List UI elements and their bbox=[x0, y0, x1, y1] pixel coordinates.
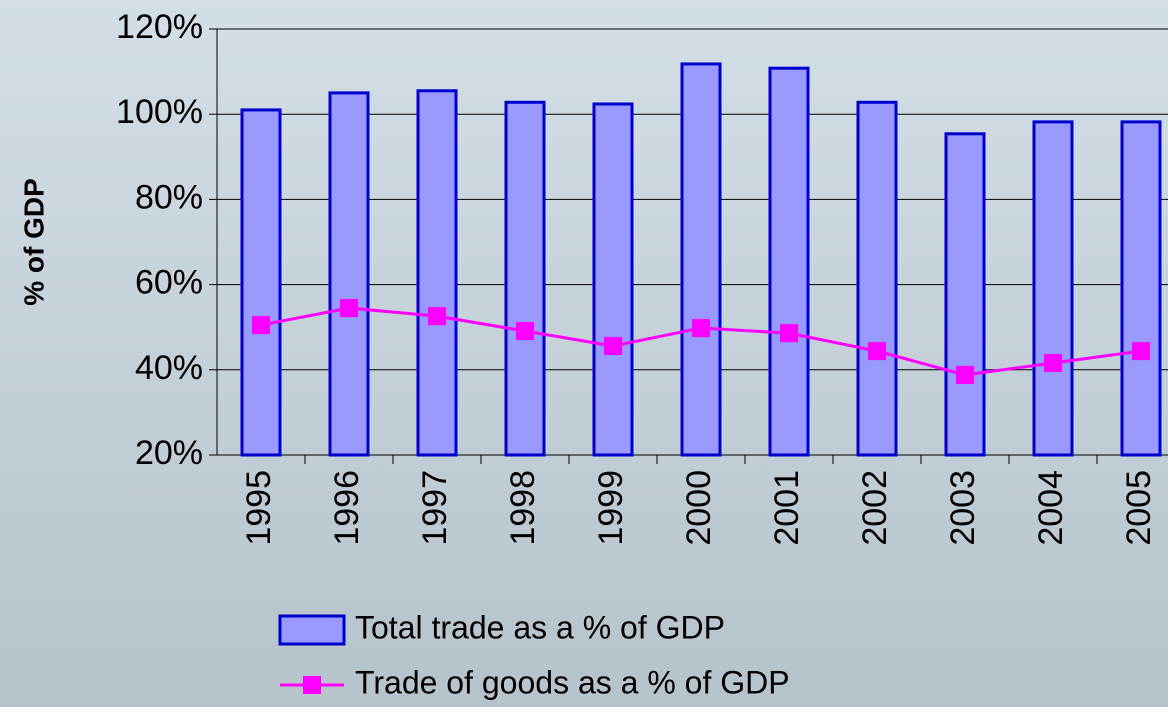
x-tick-label: 2000 bbox=[680, 470, 718, 546]
legend-label: Total trade as a % of GDP bbox=[355, 609, 725, 645]
x-tick-label: 1999 bbox=[592, 470, 630, 546]
y-tick-label: 60% bbox=[135, 264, 203, 302]
bar bbox=[240, 108, 282, 457]
marker bbox=[868, 342, 886, 361]
x-tick-label: 1995 bbox=[240, 470, 278, 546]
marker bbox=[516, 322, 534, 341]
y-tick-label: 80% bbox=[135, 178, 203, 216]
x-tick-label: 2002 bbox=[856, 470, 894, 546]
y-tick-label: 100% bbox=[116, 93, 203, 131]
marker bbox=[956, 365, 974, 384]
x-tick-label: 1998 bbox=[504, 470, 542, 546]
x-tick-label: 2003 bbox=[944, 470, 982, 546]
bar bbox=[680, 62, 722, 457]
legend-label: Trade of goods as a % of GDP bbox=[355, 664, 790, 700]
x-tick-label: 2004 bbox=[1032, 470, 1070, 546]
bar bbox=[768, 66, 810, 457]
x-tick-label: 1997 bbox=[416, 470, 454, 546]
y-tick-label: 20% bbox=[135, 434, 203, 472]
marker bbox=[604, 336, 622, 355]
bar bbox=[328, 91, 370, 457]
x-tick-label: 2001 bbox=[768, 470, 806, 546]
marker bbox=[252, 316, 270, 335]
marker bbox=[1132, 342, 1150, 361]
legend-swatch bbox=[278, 614, 346, 646]
marker bbox=[1044, 353, 1062, 372]
marker bbox=[780, 324, 798, 343]
y-axis-label: % of GDP bbox=[18, 178, 49, 306]
marker bbox=[428, 307, 446, 326]
y-tick-label: 120% bbox=[116, 8, 203, 46]
x-tick-label: 2005 bbox=[1120, 470, 1158, 546]
marker bbox=[340, 299, 358, 318]
bar bbox=[856, 100, 898, 457]
bar bbox=[944, 132, 986, 457]
bar bbox=[592, 102, 634, 457]
y-tick-label: 40% bbox=[135, 349, 203, 387]
x-tick-label: 1996 bbox=[328, 470, 366, 546]
legend-marker bbox=[303, 676, 321, 694]
bar bbox=[1120, 120, 1162, 457]
bar bbox=[1032, 120, 1074, 457]
marker bbox=[692, 319, 710, 338]
bar bbox=[416, 89, 458, 457]
bar bbox=[504, 100, 546, 457]
